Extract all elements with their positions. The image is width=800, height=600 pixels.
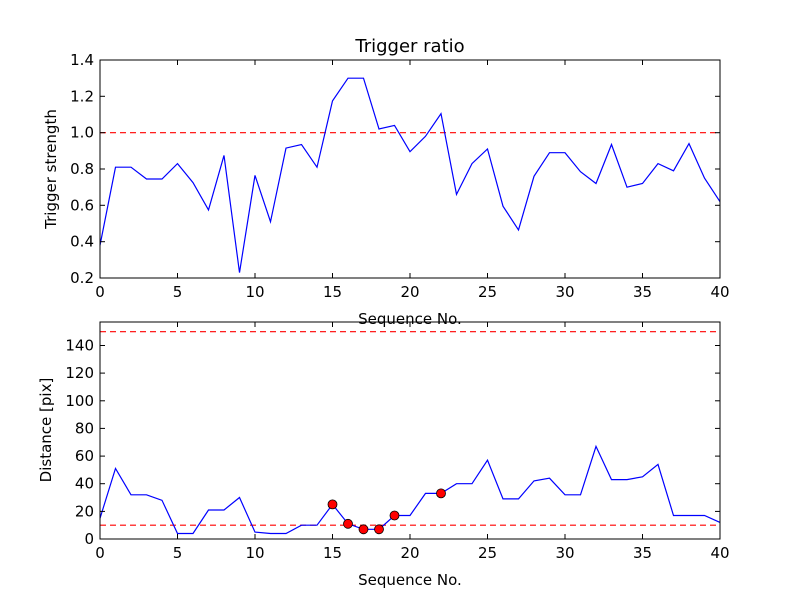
top-y-tick-label: 0.4 <box>70 233 94 251</box>
top-x-tick-label: 25 <box>478 283 497 301</box>
bottom-x-tick-label: 35 <box>633 544 652 562</box>
bottom-ticks: 0 5 10 15 20 25 30 35 40 0 20 40 60 80 100 120 140 <box>65 322 730 562</box>
bottom-y-tick-label: 140 <box>65 337 94 355</box>
top-y-tick-label: 0.2 <box>70 269 94 287</box>
bottom-y-tick-label: 80 <box>75 419 94 437</box>
top-x-tick-label: 40 <box>710 283 729 301</box>
bottom-x-tick-label: 15 <box>323 544 342 562</box>
top-plot-frame <box>99 59 721 279</box>
bottom-x-tick-label: 20 <box>400 544 419 562</box>
top-y-tick-label: 0.6 <box>70 196 94 214</box>
bottom-y-axis-label: Distance [pix] <box>37 378 55 483</box>
top-x-tick-label: 30 <box>555 283 574 301</box>
top-x-tick-label: 20 <box>400 283 419 301</box>
top-x-tick-label: 35 <box>633 283 652 301</box>
bottom-marker-point <box>374 524 384 535</box>
bottom-x-tick-label: 30 <box>555 544 574 562</box>
bottom-y-tick-label: 60 <box>75 447 94 465</box>
top-x-tick-label: 0 <box>95 283 105 301</box>
top-y-tick-label: 1.4 <box>70 51 94 69</box>
bottom-y-tick-label: 40 <box>75 475 94 493</box>
bottom-x-tick-label: 5 <box>173 544 183 562</box>
bottom-y-tick-label: 120 <box>65 364 94 382</box>
bottom-x-tick-label: 0 <box>95 544 105 562</box>
top-series-line-0 <box>99 77 721 273</box>
top-y-axis-label: Trigger strength <box>42 109 60 230</box>
top-ticks: 0 5 10 15 20 25 30 35 40 0.2 0.4 0.6 0.8 1.0 1.2 1.4 <box>70 51 729 301</box>
bottom-plot-content <box>99 331 721 535</box>
bottom-marker-point <box>358 524 369 535</box>
top-x-tick-label: 15 <box>323 283 342 301</box>
bottom-x-tick-label: 10 <box>245 544 264 562</box>
top-x-tick-label: 10 <box>245 283 264 301</box>
top-x-tick-label: 5 <box>173 283 183 301</box>
bottom-x-tick-label: 40 <box>710 544 729 562</box>
bottom-x-axis-label: Sequence No. <box>358 571 462 589</box>
top-plot-content <box>99 77 721 273</box>
top-chart: 0 5 10 15 20 25 30 35 40 0.2 0.4 0.6 0.8 1.0 1.2 1.4 Tr… <box>42 36 730 328</box>
top-y-tick-label: 1.2 <box>70 87 94 105</box>
top-chart-title: Trigger ratio <box>354 36 464 57</box>
bottom-marker-point <box>343 518 353 529</box>
bottom-chart: 0 5 10 15 20 25 30 35 40 0 20 40 60 80 100 120 140 Seque… <box>37 321 730 589</box>
bottom-series-line-0 <box>99 444 721 535</box>
bottom-plot-frame <box>99 321 721 540</box>
top-y-tick-label: 0.8 <box>70 160 94 178</box>
bottom-y-tick-label: 0 <box>84 530 94 548</box>
bottom-marker-point <box>436 488 446 499</box>
top-x-axis-label: Sequence No. <box>358 310 462 328</box>
bottom-y-tick-label: 100 <box>65 392 94 410</box>
bottom-x-tick-label: 25 <box>478 544 497 562</box>
bottom-marker-point <box>389 510 400 521</box>
top-y-tick-label: 1.0 <box>70 124 94 142</box>
bottom-marker-point <box>327 499 338 510</box>
bottom-y-tick-label: 20 <box>75 502 94 520</box>
